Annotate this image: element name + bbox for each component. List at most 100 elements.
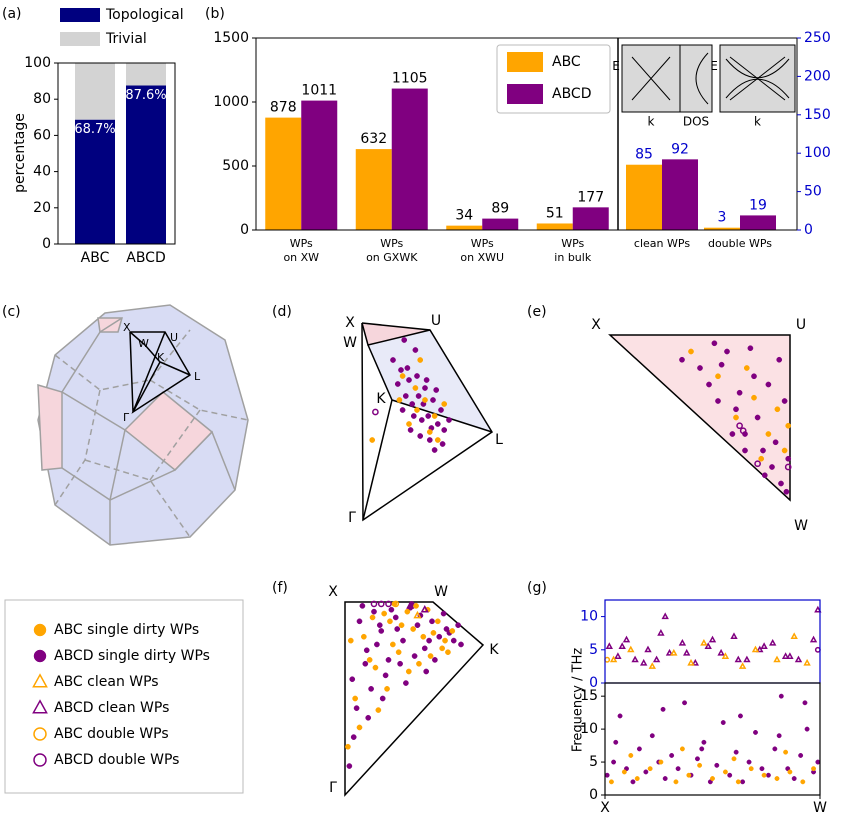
point: [347, 637, 354, 644]
value-label: 632: [360, 131, 387, 147]
brillouin-zone: [37, 304, 249, 546]
point: [379, 695, 386, 702]
legend-label: Trivial: [105, 31, 147, 47]
point: [618, 642, 626, 649]
point: [785, 422, 792, 429]
point: [631, 655, 639, 663]
point: [439, 645, 445, 652]
y2-tick-label: 50: [804, 184, 822, 200]
legend-marker: [33, 623, 47, 637]
point: [747, 345, 754, 352]
bz-hidden-edge: [84, 459, 191, 538]
point: [798, 753, 804, 758]
inset-label: k: [648, 115, 655, 129]
point: [734, 655, 742, 663]
inset-dos: [695, 52, 709, 105]
point: [729, 431, 736, 437]
y2-tick-label: 150: [804, 107, 831, 123]
point: [794, 655, 803, 663]
point: [748, 766, 754, 772]
point: [754, 414, 761, 421]
point: [417, 433, 424, 439]
vertex-label: K: [376, 391, 386, 407]
legend-swatch: [507, 52, 543, 72]
bz-edge: [61, 430, 236, 501]
point: [441, 427, 448, 433]
point: [392, 600, 400, 608]
point: [414, 622, 421, 629]
point: [398, 367, 404, 373]
point: [392, 614, 399, 621]
point: [708, 635, 717, 643]
point: [751, 373, 757, 380]
point: [416, 660, 422, 667]
y2-tick-label: 0: [804, 222, 813, 238]
bz-edge: [61, 391, 126, 501]
legend-label: ABC single dirty WPs: [54, 622, 199, 638]
point: [353, 705, 360, 712]
legend-label: Topological: [105, 7, 184, 23]
point: [721, 652, 730, 659]
point: [369, 614, 376, 621]
point: [758, 455, 765, 462]
axes-frame: [604, 682, 821, 796]
point: [361, 633, 367, 640]
point: [781, 398, 788, 404]
point: [761, 772, 767, 778]
x-tick-label: W: [813, 800, 827, 816]
point: [751, 645, 760, 653]
point: [736, 389, 743, 396]
inset-label: k: [754, 115, 761, 129]
point: [688, 348, 694, 355]
vertex-label: U: [431, 313, 441, 329]
point: [772, 746, 778, 752]
point: [426, 437, 433, 443]
value-label: 51: [546, 205, 564, 221]
vertex-label: X: [591, 317, 601, 333]
y-tick-label: 10: [580, 609, 598, 625]
point: [720, 720, 726, 725]
value-label: 878: [270, 100, 297, 116]
point: [604, 656, 611, 663]
y-tick-label: 0: [589, 787, 598, 803]
point: [387, 618, 393, 625]
y-tick-label: 60: [33, 127, 51, 143]
irreducible-wedge: [129, 331, 192, 414]
point: [617, 713, 623, 719]
point: [420, 605, 429, 613]
x-tick-label: X: [600, 800, 610, 816]
point: [385, 657, 392, 663]
point: [445, 649, 451, 656]
point: [652, 655, 661, 663]
point: [423, 668, 430, 675]
inset-label: DOS: [683, 115, 709, 129]
point: [778, 693, 784, 699]
point: [630, 779, 636, 785]
point: [765, 381, 772, 388]
point: [773, 655, 781, 663]
point: [377, 600, 385, 608]
point: [366, 657, 373, 663]
panel-label: (a): [2, 6, 22, 22]
point: [774, 776, 780, 781]
point: [714, 762, 720, 768]
point: [369, 437, 376, 443]
bar: [75, 119, 115, 244]
legend-marker: [33, 727, 47, 741]
point: [742, 447, 748, 454]
point: [399, 373, 406, 379]
point: [427, 653, 434, 659]
point: [760, 447, 766, 454]
point: [657, 629, 665, 636]
vertex-label: L: [495, 432, 503, 448]
point: [700, 638, 708, 646]
bz-hidden-edge: [54, 329, 191, 391]
point: [431, 413, 438, 419]
point: [611, 759, 617, 765]
y2-tick-label: 100: [804, 145, 831, 161]
point: [754, 460, 761, 468]
point: [370, 600, 378, 608]
legend-marker: [33, 753, 47, 767]
point: [670, 648, 678, 656]
